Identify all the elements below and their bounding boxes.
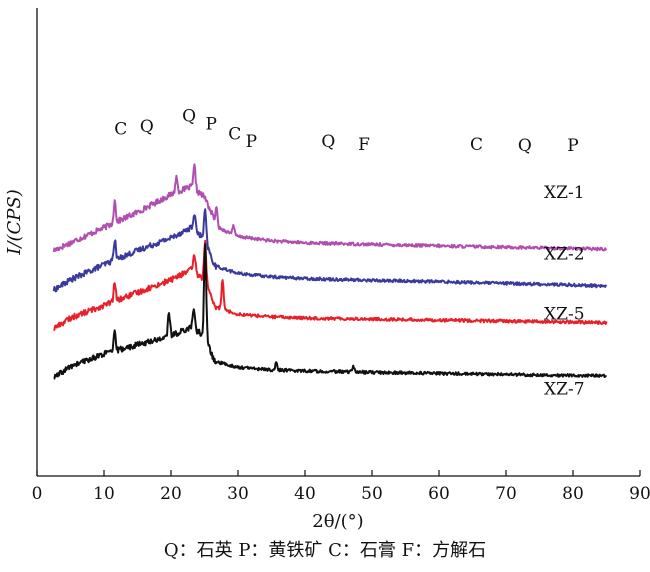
sample-label: XZ-7 bbox=[544, 380, 584, 400]
sample-label: XZ-2 bbox=[544, 244, 584, 264]
peak-label: C bbox=[228, 125, 241, 145]
x-tick-label: 70 bbox=[495, 484, 517, 504]
x-axis-ticks: 0 10 20 30 40 50 60 70 80 90 bbox=[32, 470, 650, 504]
x-tick-label: 30 bbox=[227, 484, 249, 504]
x-tick-label: 20 bbox=[160, 484, 182, 504]
x-tick-label: 60 bbox=[428, 484, 450, 504]
peak-label-layer: C QQ PC P Q F C Q P bbox=[114, 107, 578, 156]
peak-label: P bbox=[567, 136, 578, 156]
plot-axes bbox=[36, 8, 640, 477]
peak-label: Q bbox=[518, 136, 532, 156]
series-line-xz-1 bbox=[52, 163, 608, 253]
x-tick-label: 10 bbox=[93, 484, 115, 504]
peak-label: P bbox=[246, 132, 257, 152]
series-line-xz-2 bbox=[52, 208, 608, 293]
sample-label: XZ-1 bbox=[544, 183, 584, 203]
x-tick-label: 0 bbox=[32, 484, 43, 504]
x-tick-label: 50 bbox=[361, 484, 383, 504]
peak-label: Q bbox=[182, 107, 196, 127]
peak-label: C bbox=[470, 135, 483, 155]
peak-label: F bbox=[358, 135, 370, 155]
peak-label: P bbox=[205, 114, 216, 134]
x-axis-title: 2θ/(°) bbox=[312, 511, 363, 532]
peak-label: C bbox=[114, 120, 127, 140]
series-line-xz-7 bbox=[53, 243, 607, 380]
x-tick-label: 80 bbox=[562, 484, 584, 504]
sample-label-layer: XZ-1 XZ-2 XZ-5 XZ-7 bbox=[544, 183, 584, 399]
peak-label: Q bbox=[140, 117, 154, 137]
sample-label: XZ-5 bbox=[544, 304, 584, 324]
legend-caption: Q：石英 P：黄铁矿 C：石膏 F：方解石 bbox=[163, 540, 487, 561]
x-tick-label: 40 bbox=[294, 484, 316, 504]
y-axis-title: I/(CPS) bbox=[4, 189, 25, 255]
x-tick-label: 90 bbox=[629, 484, 650, 504]
peak-label: Q bbox=[321, 132, 335, 152]
series-line-xz-5 bbox=[53, 239, 608, 331]
series-layer bbox=[52, 163, 608, 380]
